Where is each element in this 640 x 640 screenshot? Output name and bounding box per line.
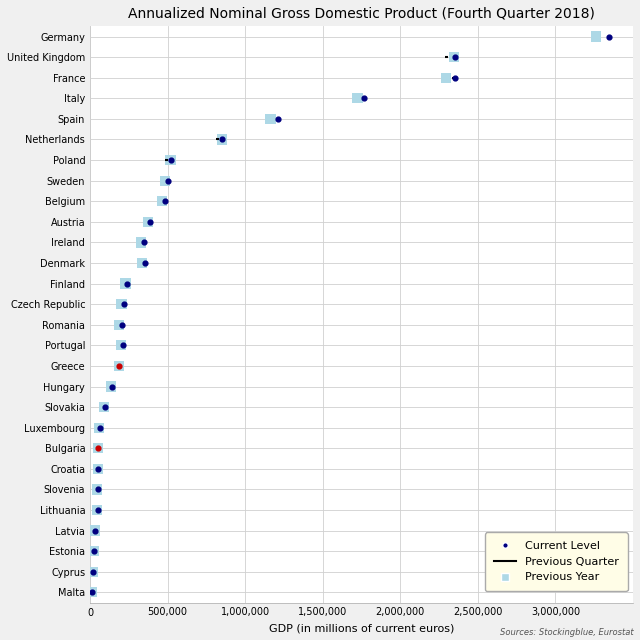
Point [359, 93, 369, 104]
Text: Sources: Stockingblue, Eurostat: Sources: Stockingblue, Eurostat [500, 628, 634, 637]
Point [95, 422, 105, 433]
Point [117, 319, 127, 330]
Point [218, 134, 228, 145]
Point [87, 588, 97, 598]
Point [93, 505, 103, 515]
Point [266, 114, 276, 124]
Point [114, 361, 124, 371]
Point [87, 588, 97, 598]
Point [604, 31, 614, 42]
Point [99, 402, 109, 412]
Point [93, 464, 103, 474]
Point [90, 525, 100, 536]
Legend: Current Level, Previous Quarter, Previous Year: Current Level, Previous Quarter, Previou… [484, 532, 627, 591]
Title: Annualized Nominal Gross Domestic Product (Fourth Quarter 2018): Annualized Nominal Gross Domestic Produc… [128, 7, 595, 21]
Point [441, 72, 451, 83]
Point [163, 175, 173, 186]
Point [93, 443, 103, 453]
Point [450, 52, 460, 62]
Point [591, 31, 602, 42]
Point [113, 361, 124, 371]
Point [157, 196, 167, 206]
Point [92, 505, 102, 515]
Point [116, 299, 127, 309]
Point [352, 93, 362, 104]
Point [145, 217, 155, 227]
Point [89, 525, 99, 536]
Point [160, 175, 170, 186]
Point [93, 443, 104, 453]
Point [94, 422, 104, 433]
Point [137, 258, 147, 268]
Point [116, 340, 126, 351]
Point [93, 464, 103, 474]
Point [122, 278, 132, 289]
Point [88, 566, 99, 577]
Point [108, 381, 118, 392]
Point [92, 484, 102, 495]
Point [449, 52, 460, 62]
Point [89, 546, 99, 556]
Point [140, 258, 150, 268]
Point [166, 155, 177, 165]
Point [92, 484, 102, 495]
Point [143, 217, 153, 227]
Point [136, 237, 147, 248]
Point [88, 566, 98, 577]
X-axis label: GDP (in millions of current euros): GDP (in millions of current euros) [269, 623, 454, 633]
Point [89, 546, 99, 556]
Point [139, 237, 149, 248]
Point [118, 299, 129, 309]
Point [166, 155, 176, 165]
Point [273, 114, 283, 124]
Point [120, 278, 131, 289]
Point [114, 319, 124, 330]
Point [106, 381, 116, 392]
Point [217, 134, 227, 145]
Point [118, 340, 128, 351]
Point [160, 196, 170, 206]
Point [450, 72, 460, 83]
Point [99, 402, 109, 412]
